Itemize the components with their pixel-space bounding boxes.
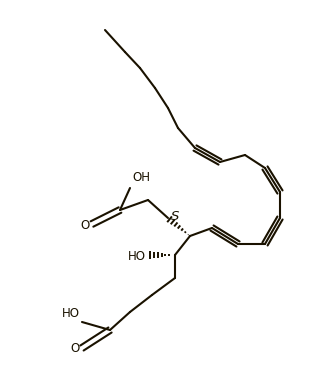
Text: O: O bbox=[81, 218, 90, 232]
Text: O: O bbox=[71, 343, 80, 356]
Text: OH: OH bbox=[132, 171, 150, 184]
Text: HO: HO bbox=[128, 249, 146, 263]
Text: HO: HO bbox=[62, 307, 80, 320]
Text: S: S bbox=[171, 209, 179, 223]
